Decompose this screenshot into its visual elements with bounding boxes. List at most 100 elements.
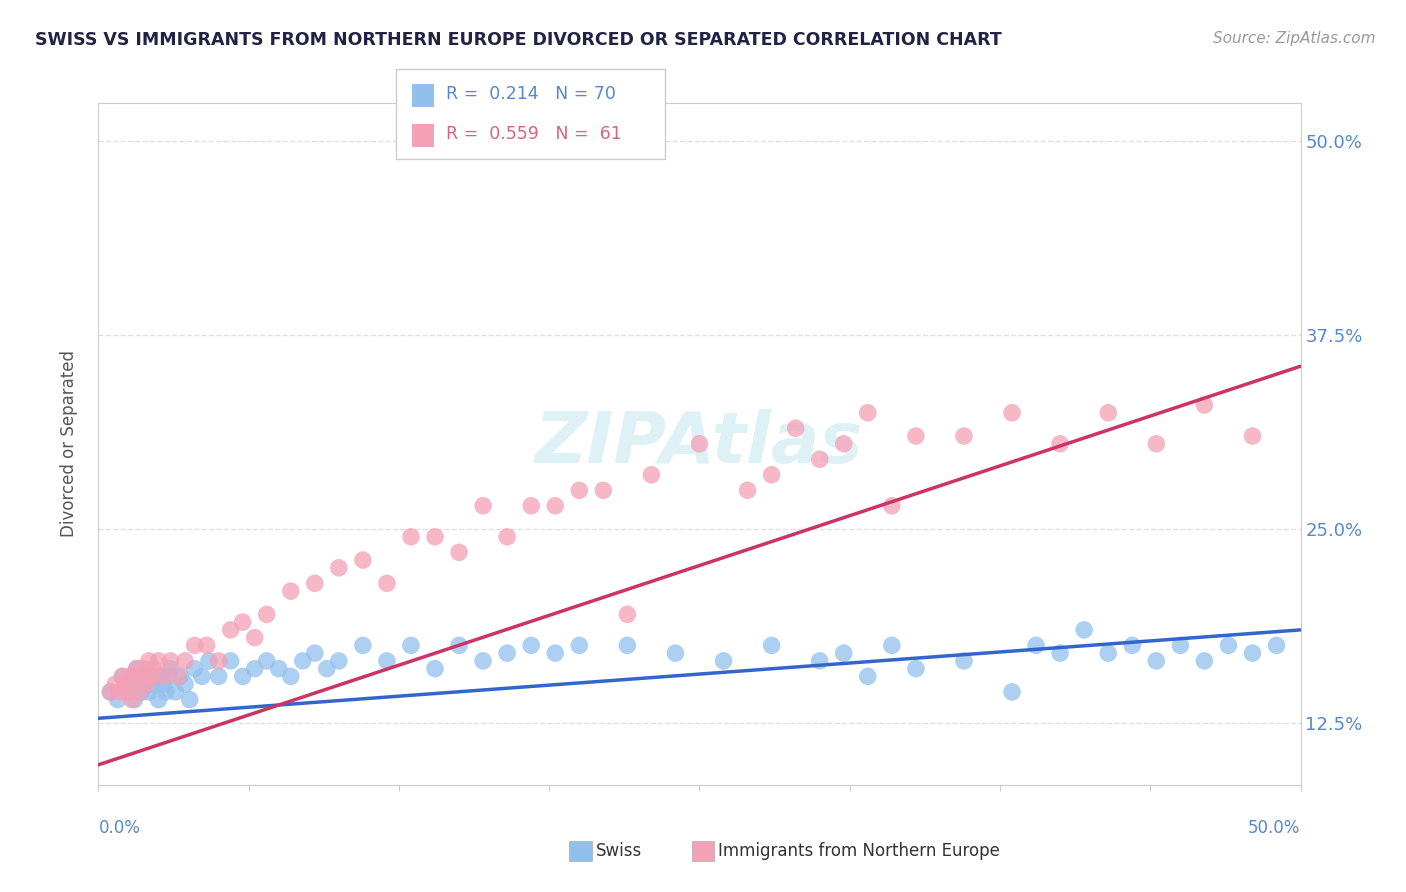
Text: 0.0%: 0.0% [98, 819, 141, 837]
Point [142, 662, 165, 676]
Point [280, 584, 302, 599]
Point [183, 639, 205, 653]
Point [328, 654, 350, 668]
Point [953, 654, 976, 668]
Y-axis label: Divorced or Separated: Divorced or Separated [59, 351, 77, 537]
Point [118, 669, 141, 683]
Point [124, 669, 146, 683]
Point [208, 654, 231, 668]
Point [232, 615, 254, 629]
Point [104, 677, 127, 691]
Point [304, 646, 326, 660]
Point [1241, 429, 1264, 443]
Point [447, 639, 470, 653]
Point [208, 669, 231, 683]
Point [856, 406, 879, 420]
Point [108, 685, 131, 699]
Text: ZIPAtlas: ZIPAtlas [536, 409, 863, 478]
Point [183, 662, 205, 676]
Point [100, 685, 122, 699]
Point [232, 669, 254, 683]
Point [138, 654, 160, 668]
Text: SWISS VS IMMIGRANTS FROM NORTHERN EUROPE DIVORCED OR SEPARATED CORRELATION CHART: SWISS VS IMMIGRANTS FROM NORTHERN EUROPE… [35, 31, 1002, 49]
Text: Swiss: Swiss [596, 842, 643, 860]
Point [1001, 406, 1024, 420]
Point [256, 654, 278, 668]
Point [953, 429, 976, 443]
Point [219, 623, 242, 637]
Point [304, 576, 326, 591]
Text: 50.0%: 50.0% [1249, 819, 1301, 837]
Point [131, 669, 153, 683]
Point [121, 692, 143, 706]
Point [375, 654, 398, 668]
Text: R =  0.559   N =  61: R = 0.559 N = 61 [446, 125, 621, 143]
Point [157, 669, 180, 683]
Point [125, 662, 148, 676]
Point [472, 654, 495, 668]
Point [243, 662, 266, 676]
Point [423, 530, 446, 544]
Point [544, 646, 567, 660]
Point [159, 654, 181, 668]
Point [761, 639, 783, 653]
Point [132, 662, 155, 676]
Point [808, 654, 831, 668]
Point [785, 421, 807, 435]
Point [1144, 436, 1167, 450]
Point [128, 685, 150, 699]
Point [142, 669, 165, 683]
Point [399, 530, 422, 544]
Point [174, 654, 197, 668]
Point [399, 639, 422, 653]
Point [111, 669, 134, 683]
Point [107, 692, 129, 706]
Point [856, 669, 879, 683]
Point [256, 607, 278, 622]
Point [1241, 646, 1264, 660]
Point [761, 467, 783, 482]
Point [737, 483, 759, 498]
Point [100, 685, 122, 699]
Point [713, 654, 735, 668]
Point [832, 646, 855, 660]
Point [179, 692, 201, 706]
Point [496, 530, 519, 544]
Point [291, 654, 314, 668]
Point [267, 662, 290, 676]
Point [520, 499, 543, 513]
Point [124, 692, 146, 706]
Point [128, 669, 150, 683]
Point [191, 669, 214, 683]
Point [117, 685, 139, 699]
Point [880, 499, 903, 513]
Point [1097, 406, 1119, 420]
Point [423, 662, 446, 676]
Point [904, 662, 927, 676]
Point [1025, 639, 1047, 653]
Point [118, 685, 141, 699]
Point [880, 639, 903, 653]
Point [1144, 654, 1167, 668]
Point [592, 483, 614, 498]
Point [904, 429, 927, 443]
Point [141, 669, 163, 683]
Point [131, 685, 153, 699]
Point [155, 685, 177, 699]
Point [568, 483, 591, 498]
Point [520, 639, 543, 653]
Point [219, 654, 242, 668]
Point [117, 677, 139, 691]
Point [111, 669, 134, 683]
Point [165, 685, 187, 699]
Point [169, 669, 191, 683]
Point [152, 677, 174, 691]
Point [1218, 639, 1240, 653]
Point [135, 677, 157, 691]
Point [114, 677, 136, 691]
Point [1073, 623, 1095, 637]
Point [375, 576, 398, 591]
Point [328, 561, 350, 575]
Point [544, 499, 567, 513]
Point [472, 499, 495, 513]
